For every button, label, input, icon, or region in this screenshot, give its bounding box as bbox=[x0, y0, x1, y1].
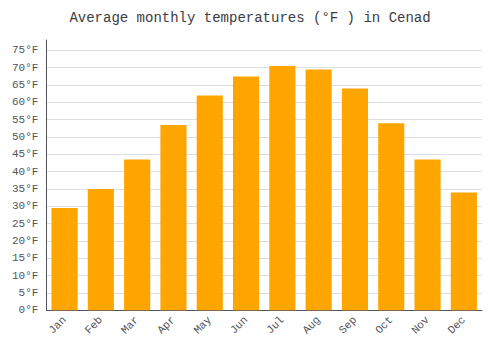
svg-text:15°F: 15°F bbox=[12, 252, 38, 264]
svg-text:Feb: Feb bbox=[83, 314, 105, 336]
svg-text:60°F: 60°F bbox=[12, 96, 38, 108]
svg-text:45°F: 45°F bbox=[12, 148, 38, 160]
svg-text:Jan: Jan bbox=[46, 314, 68, 336]
svg-text:Sep: Sep bbox=[337, 314, 359, 336]
svg-text:50°F: 50°F bbox=[12, 131, 38, 143]
svg-text:May: May bbox=[192, 314, 215, 337]
svg-text:Average monthly temperatures (: Average monthly temperatures (°F ) in Ce… bbox=[69, 10, 430, 26]
svg-text:Nov: Nov bbox=[409, 314, 432, 337]
svg-text:20°F: 20°F bbox=[12, 235, 38, 247]
svg-text:Oct: Oct bbox=[373, 314, 395, 336]
svg-text:5°F: 5°F bbox=[19, 287, 39, 299]
svg-text:Apr: Apr bbox=[155, 314, 177, 336]
svg-text:75°F: 75°F bbox=[12, 44, 38, 56]
svg-text:25°F: 25°F bbox=[12, 218, 38, 230]
svg-text:Aug: Aug bbox=[300, 314, 322, 336]
svg-text:10°F: 10°F bbox=[12, 270, 38, 282]
svg-text:55°F: 55°F bbox=[12, 114, 38, 126]
svg-text:70°F: 70°F bbox=[12, 62, 38, 74]
svg-text:Jun: Jun bbox=[228, 314, 250, 336]
svg-text:35°F: 35°F bbox=[12, 183, 38, 195]
svg-text:0°F: 0°F bbox=[19, 304, 39, 316]
svg-text:30°F: 30°F bbox=[12, 200, 38, 212]
svg-text:40°F: 40°F bbox=[12, 166, 38, 178]
svg-text:Jul: Jul bbox=[264, 314, 286, 336]
svg-text:Mar: Mar bbox=[119, 314, 141, 336]
svg-text:Dec: Dec bbox=[446, 314, 468, 336]
svg-text:65°F: 65°F bbox=[12, 79, 38, 91]
